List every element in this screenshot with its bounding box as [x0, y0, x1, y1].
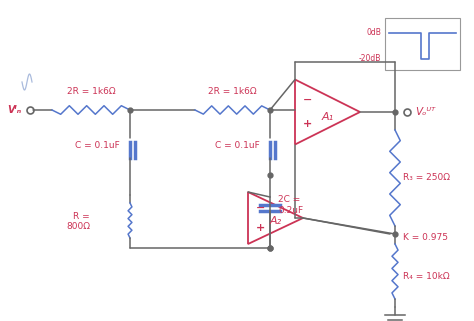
Bar: [385, 18, 460, 70]
Text: 2C =
0.2uF: 2C = 0.2uF: [278, 195, 303, 215]
Text: −: −: [256, 203, 265, 213]
Text: A₁: A₁: [321, 112, 334, 122]
Text: R =
800Ω: R = 800Ω: [66, 212, 90, 231]
Text: -20dB: -20dB: [359, 54, 381, 63]
Text: +: +: [303, 119, 312, 129]
Text: K = 0.975: K = 0.975: [403, 232, 448, 241]
Text: −: −: [303, 95, 312, 105]
Text: C = 0.1uF: C = 0.1uF: [215, 141, 260, 150]
Text: Vₒᵁᵀ: Vₒᵁᵀ: [415, 107, 435, 117]
Text: R₃ = 250Ω: R₃ = 250Ω: [403, 173, 450, 183]
Text: C = 0.1uF: C = 0.1uF: [75, 141, 120, 150]
Text: Vᴵₙ: Vᴵₙ: [7, 105, 21, 115]
Text: +: +: [256, 223, 265, 233]
Text: 2R = 1k6Ω: 2R = 1k6Ω: [67, 88, 115, 97]
Text: A₂: A₂: [269, 216, 282, 226]
Text: 2R = 1k6Ω: 2R = 1k6Ω: [208, 88, 257, 97]
Text: R₄ = 10kΩ: R₄ = 10kΩ: [403, 272, 450, 281]
Text: 0dB: 0dB: [366, 28, 381, 37]
